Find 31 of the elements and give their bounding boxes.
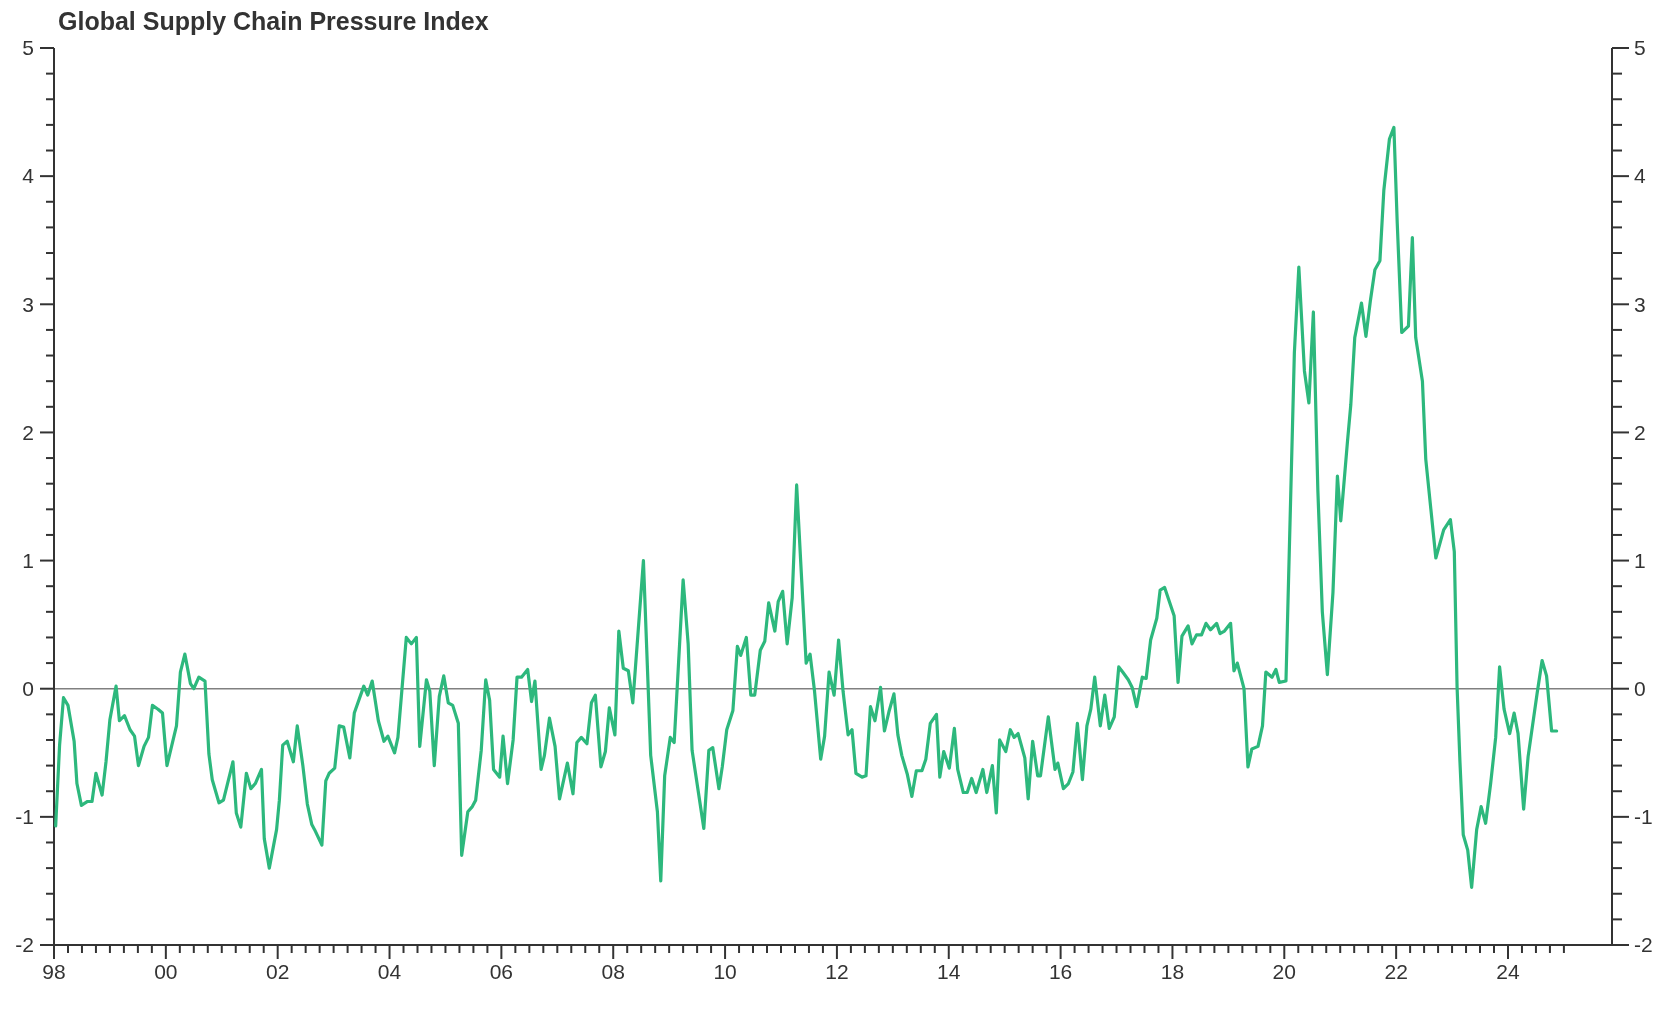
y2-tick-label: -1: [1634, 805, 1653, 829]
y2-tick-label: -2: [1634, 933, 1653, 957]
y2-tick-label: 3: [1634, 292, 1646, 316]
y-tick-label: 3: [22, 292, 34, 316]
y-tick-label: 0: [22, 677, 34, 701]
y2-tick-label: 0: [1634, 677, 1646, 701]
y-tick-label: 5: [22, 36, 34, 60]
x-tick-label: 24: [1496, 960, 1520, 983]
y2-tick-label: 5: [1634, 36, 1646, 60]
y2-tick-label: 2: [1634, 420, 1646, 444]
x-tick-label: 00: [154, 960, 178, 983]
x-tick-label: 20: [1272, 960, 1296, 983]
y-tick-label: -1: [15, 805, 34, 829]
x-tick-label: 10: [713, 960, 737, 983]
x-tick-label: 04: [377, 960, 402, 983]
y-tick-label: 1: [22, 548, 34, 572]
x-tick-label: 22: [1384, 960, 1408, 983]
chart-title: Global Supply Chain Pressure Index: [58, 7, 489, 35]
x-tick-label: 12: [825, 960, 849, 983]
x-tick-label: 18: [1160, 960, 1185, 983]
x-tick-label: 06: [489, 960, 514, 983]
x-tick-label: 14: [937, 960, 961, 983]
y2-tick-label: 4: [1634, 164, 1646, 188]
y2-tick-label: 1: [1634, 548, 1646, 572]
y-tick-label: 4: [22, 164, 35, 188]
x-tick-label: 98: [42, 960, 66, 983]
y-tick-label: 2: [22, 420, 34, 444]
x-tick-label: 02: [266, 960, 290, 983]
x-tick-label: 08: [601, 960, 625, 983]
y-tick-label: -2: [15, 933, 34, 957]
x-tick-label: 16: [1048, 960, 1073, 983]
